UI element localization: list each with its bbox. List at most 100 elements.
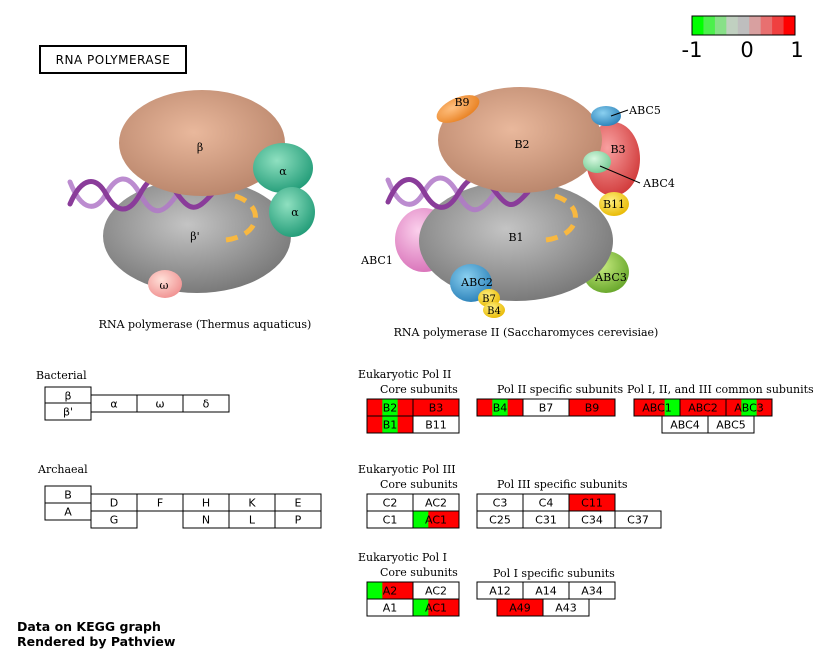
gene-label: AC2 — [425, 497, 447, 510]
gene-box-pol1-specific[interactable]: A12 — [476, 581, 524, 600]
abc3-label: ABC3 — [594, 271, 627, 284]
gene-fill-segment — [397, 399, 413, 416]
gene-box-pol1-core[interactable]: AC1 — [412, 598, 460, 617]
beta-prime-label: β' — [190, 230, 199, 243]
gene-fill-segment — [91, 511, 137, 528]
gene-label: ABC4 — [670, 419, 700, 432]
gene-box-pol3-specific[interactable]: C25 — [476, 510, 524, 529]
gene-box-pol3-core[interactable]: C1 — [366, 510, 414, 529]
gene-box-archaeal[interactable]: P — [274, 510, 322, 529]
gene-box-pol2-core[interactable]: B1 — [366, 415, 414, 434]
gene-box-bacterial[interactable]: δ — [182, 394, 230, 413]
gene-box-pol2-common[interactable]: ABC4 — [661, 415, 709, 434]
gene-box-pol3-specific[interactable]: C37 — [614, 510, 662, 529]
gene-fill-segment — [229, 511, 275, 528]
gene-box-pol2-common[interactable]: ABC3 — [725, 398, 773, 417]
gene-box-archaeal[interactable]: E — [274, 493, 322, 512]
gene-box-pol2-core[interactable]: B3 — [412, 398, 460, 417]
gene-box-border — [568, 581, 616, 600]
gene-box-pol1-core[interactable]: A2 — [366, 581, 414, 600]
gene-fill-segment — [523, 494, 569, 511]
pol2-core-heading: Core subunits — [380, 383, 458, 396]
pol3-heading: Eukaryotic Pol III — [358, 463, 456, 476]
gene-box-archaeal[interactable]: B — [44, 485, 92, 504]
legend-swatch — [749, 16, 762, 35]
gene-box-pol3-specific[interactable]: C4 — [522, 493, 570, 512]
gene-label: ABC1 — [642, 402, 672, 415]
gene-box-archaeal[interactable]: F — [136, 493, 184, 512]
gene-box-archaeal[interactable]: D — [90, 493, 138, 512]
gene-box-pol1-specific[interactable]: A14 — [522, 581, 570, 600]
gene-box-pol2-specific[interactable]: B7 — [522, 398, 570, 417]
gene-fill-segment — [413, 511, 429, 528]
gene-fill-segment — [413, 582, 459, 599]
b2-label: B2 — [514, 138, 529, 151]
legend-swatch — [714, 16, 727, 35]
gene-box-border — [90, 510, 138, 529]
gene-fill-segment — [680, 399, 726, 416]
gene-box-archaeal[interactable]: G — [90, 510, 138, 529]
gene-box-bacterial[interactable]: α — [90, 394, 138, 413]
gene-box-bacterial[interactable]: β' — [44, 402, 92, 421]
gene-label: C2 — [383, 497, 398, 510]
gene-box-pol2-core[interactable]: B11 — [412, 415, 460, 434]
gene-box-pol3-core[interactable]: C2 — [366, 493, 414, 512]
gene-label: C4 — [539, 497, 554, 510]
gene-box-pol2-specific[interactable]: B9 — [568, 398, 616, 417]
gene-label: E — [295, 497, 302, 510]
alpha-subunit-shape-2 — [269, 187, 315, 237]
gene-box-pol3-core[interactable]: AC1 — [412, 510, 460, 529]
legend-frame — [691, 15, 796, 36]
gene-box-pol3-core[interactable]: AC2 — [412, 493, 460, 512]
gene-fill-segment — [45, 503, 91, 520]
gene-fill-segment — [275, 511, 321, 528]
gene-box-pol2-common[interactable]: ABC5 — [707, 415, 755, 434]
gene-label: β — [64, 390, 71, 403]
gene-fill-segment — [477, 511, 523, 528]
gene-box-pol2-core[interactable]: B2 — [366, 398, 414, 417]
gene-box-pol2-common[interactable]: ABC2 — [679, 398, 727, 417]
gene-label: A1 — [383, 602, 398, 615]
gene-fill-segment — [183, 511, 229, 528]
b7-label: B7 — [482, 294, 496, 305]
gene-label: B3 — [429, 402, 444, 415]
gene-fill-segment — [708, 416, 754, 433]
footer-data-note: Data on KEGG graph — [17, 619, 161, 634]
gene-box-archaeal[interactable]: K — [228, 493, 276, 512]
b4-label: B4 — [487, 306, 501, 317]
gene-box-pol2-common[interactable]: ABC1 — [633, 398, 681, 417]
gene-fill-segment — [569, 399, 615, 416]
gene-box-border — [412, 598, 460, 617]
gene-fill-segment — [664, 399, 680, 416]
gene-box-pol1-core[interactable]: A1 — [366, 598, 414, 617]
gene-label: D — [110, 497, 118, 510]
gene-box-archaeal[interactable]: N — [182, 510, 230, 529]
gene-fill-segment — [367, 599, 413, 616]
gene-box-pol3-specific[interactable]: C34 — [568, 510, 616, 529]
gene-box-pol1-core[interactable]: AC2 — [412, 581, 460, 600]
gene-box-pol3-specific[interactable]: C3 — [476, 493, 524, 512]
omega-label: ω — [160, 279, 169, 292]
legend-swatch — [760, 16, 773, 35]
gene-box-pol1-specific[interactable]: A49 — [496, 598, 544, 617]
pol3-specific-heading: Pol III specific subunits — [497, 478, 628, 491]
beta-label: β — [197, 141, 203, 154]
gene-box-archaeal[interactable]: A — [44, 502, 92, 521]
gene-box-pol1-specific[interactable]: A34 — [568, 581, 616, 600]
gene-label: B11 — [425, 419, 447, 432]
gene-box-archaeal[interactable]: H — [182, 493, 230, 512]
gene-box-pol3-specific[interactable]: C31 — [522, 510, 570, 529]
gene-box-bacterial[interactable]: β — [44, 386, 92, 405]
gene-box-bacterial[interactable]: ω — [136, 394, 184, 413]
gene-box-pol3-specific[interactable]: C11 — [568, 493, 616, 512]
abc5-leader-line — [610, 109, 629, 117]
gene-box-pol1-specific[interactable]: A43 — [542, 598, 590, 617]
gene-box-archaeal[interactable]: L — [228, 510, 276, 529]
b9-label: B9 — [454, 96, 469, 109]
gene-fill-segment — [726, 399, 742, 416]
b2-subunit-shape — [438, 87, 602, 193]
gene-fill-segment — [615, 511, 661, 528]
pol1-specific-heading: Pol I specific subunits — [493, 567, 615, 580]
gene-box-pol2-specific[interactable]: B4 — [476, 398, 524, 417]
